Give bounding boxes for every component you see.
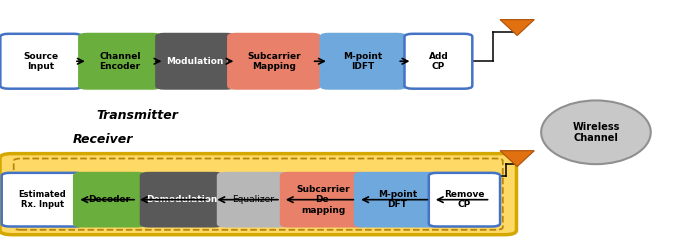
- Text: Estimated
Rx. Input: Estimated Rx. Input: [18, 190, 66, 209]
- FancyBboxPatch shape: [1, 173, 83, 226]
- Text: Source
Input: Source Input: [23, 51, 59, 71]
- Text: Demodulation: Demodulation: [146, 195, 217, 204]
- FancyBboxPatch shape: [281, 173, 366, 226]
- Ellipse shape: [541, 100, 651, 164]
- FancyBboxPatch shape: [0, 154, 516, 235]
- Text: Remove
CP: Remove CP: [444, 190, 485, 209]
- FancyBboxPatch shape: [79, 34, 160, 89]
- FancyBboxPatch shape: [429, 173, 500, 226]
- FancyBboxPatch shape: [404, 34, 473, 89]
- Text: Wireless
Channel: Wireless Channel: [572, 122, 620, 143]
- FancyBboxPatch shape: [0, 34, 82, 89]
- Text: M-point
IDFT: M-point IDFT: [343, 51, 383, 71]
- FancyBboxPatch shape: [228, 34, 320, 89]
- Text: Subcarrier
Mapping: Subcarrier Mapping: [247, 51, 301, 71]
- Text: Modulation: Modulation: [166, 57, 224, 66]
- Text: Subcarrier
De-
mapping: Subcarrier De- mapping: [297, 185, 350, 215]
- Text: Decoder: Decoder: [88, 195, 131, 204]
- Text: Channel
Encoder: Channel Encoder: [99, 51, 140, 71]
- FancyBboxPatch shape: [74, 173, 145, 226]
- FancyBboxPatch shape: [355, 173, 440, 226]
- FancyBboxPatch shape: [218, 173, 289, 226]
- Polygon shape: [500, 151, 534, 167]
- FancyBboxPatch shape: [156, 34, 234, 89]
- Text: M-point
DFT: M-point DFT: [377, 190, 417, 209]
- Polygon shape: [500, 20, 534, 36]
- FancyBboxPatch shape: [141, 173, 222, 226]
- Text: Transmitter: Transmitter: [96, 109, 178, 122]
- Text: Receiver: Receiver: [73, 133, 133, 146]
- FancyBboxPatch shape: [321, 34, 406, 89]
- Text: Add
CP: Add CP: [429, 51, 448, 71]
- Text: Equalizer: Equalizer: [232, 195, 275, 204]
